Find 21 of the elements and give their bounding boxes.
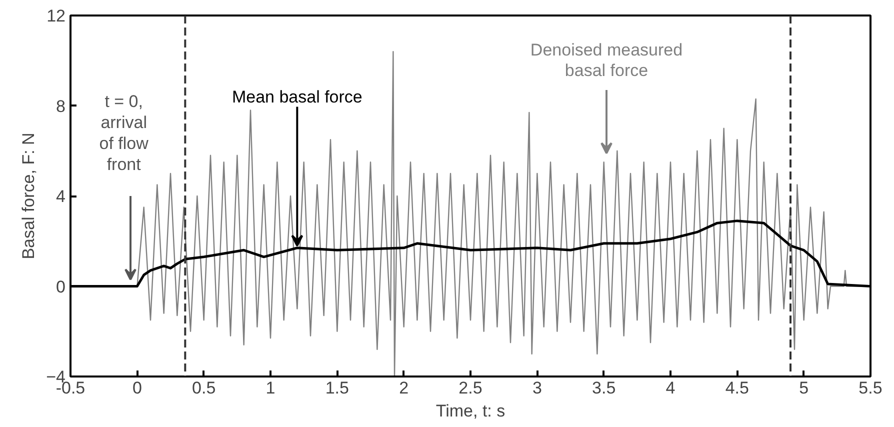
x-tick-label: 0.5 [192,378,216,398]
y-axis-title: Basal force, F: N [19,132,38,260]
x-tick-label: 5 [799,378,809,398]
x-tick-label: 5.5 [858,378,882,398]
x-tick-label: 2.5 [458,378,482,398]
y-tick-label: 4 [56,187,66,206]
x-tick-label: 1.5 [325,378,349,398]
x-tick-label: 1 [266,378,276,398]
x-axis-title: Time, t: s [436,402,506,420]
y-tick-label: 8 [56,96,66,116]
x-tick-label: 3 [532,378,542,398]
annotation: t = 0, arrival of flow front [99,92,150,174]
annotation: Denoised measured basal force [530,40,683,80]
annotation: Mean basal force [232,88,362,107]
x-tick-label: 4 [666,378,676,398]
x-tick-label: 3.5 [592,378,616,398]
x-tick-label: 0 [132,378,142,398]
y-tick-label: 0 [56,277,66,296]
x-tick-label: 2 [399,378,409,398]
x-tick-label: 4.5 [725,378,749,398]
y-tick-label: 12 [46,6,66,26]
